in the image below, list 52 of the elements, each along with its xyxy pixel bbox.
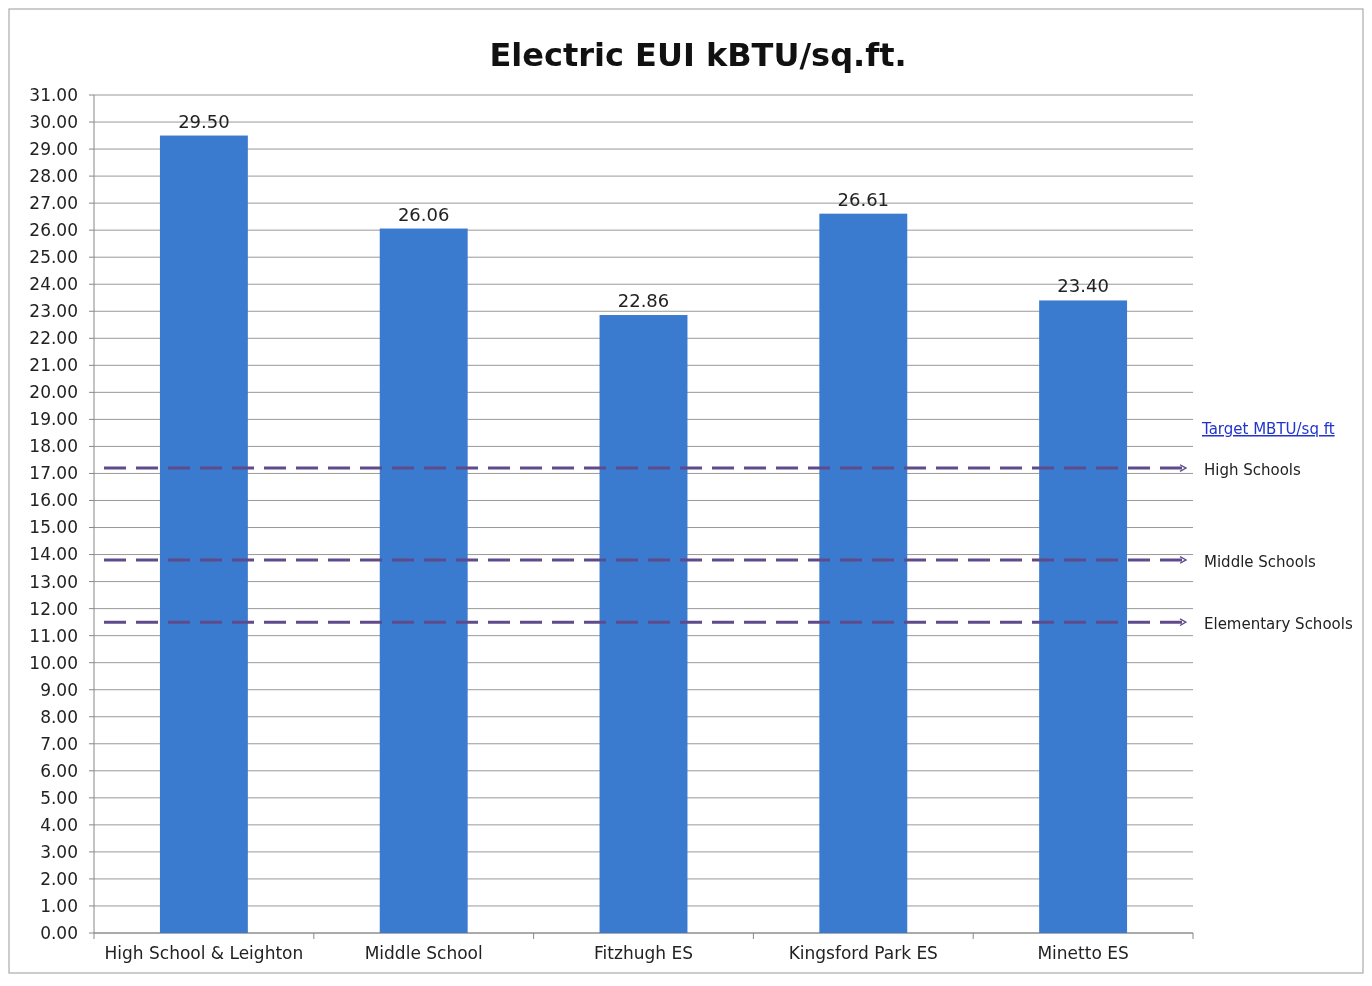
y-tick-label: 11.00 [29,625,78,646]
bar [819,213,908,933]
y-tick-label: 10.00 [29,652,78,673]
y-tick-label: 29.00 [29,139,78,160]
ref-line-label: Middle Schools [1204,552,1317,571]
y-tick-label: 26.00 [29,220,78,241]
y-tick-label: 19.00 [29,409,78,430]
y-tick-label: 7.00 [40,733,78,754]
y-tick-label: 17.00 [29,463,78,484]
y-tick-label: 0.00 [40,922,78,943]
x-tick-label: Minetto ES [1037,943,1129,963]
y-tick-label: 5.00 [40,787,78,808]
x-tick-label: Kingsford Park ES [788,943,938,963]
x-tick-label: Fitzhugh ES [594,943,693,963]
y-tick-label: 1.00 [40,895,78,916]
data-label: 23.40 [1057,275,1109,297]
y-tick-label: 25.00 [29,247,78,268]
y-tick-label: 21.00 [29,355,78,376]
y-tick-label: 18.00 [29,436,78,457]
y-tick-label: 27.00 [29,193,78,214]
y-tick-label: 12.00 [29,598,78,619]
y-tick-label: 31.00 [29,84,78,105]
y-tick-label: 28.00 [29,166,78,187]
bar [599,315,688,933]
data-label: 29.50 [178,110,230,132]
bar [159,135,248,933]
text: Target MBTU/sq ft [1201,420,1335,438]
ref-line-label: High Schools [1204,461,1302,480]
data-label: 22.86 [617,290,670,312]
y-tick-label: 14.00 [29,544,78,565]
y-tick-label: 23.00 [29,301,78,322]
x-tick-label: Middle School [364,943,483,963]
ref-line-label: Elementary Schools [1204,615,1353,634]
y-tick-label: 20.00 [29,382,78,403]
y-tick-label: 9.00 [40,679,78,700]
y-tick-label: 22.00 [29,328,78,349]
y-tick-label: 24.00 [29,274,78,295]
y-tick-label: 16.00 [29,490,78,511]
x-tick-label: High School & Leighton [104,943,304,963]
y-tick-label: 30.00 [29,111,78,132]
data-label: 26.06 [397,203,450,225]
y-tick-label: 8.00 [40,706,78,727]
y-tick-label: 15.00 [29,517,78,538]
y-tick-label: 3.00 [40,841,78,862]
y-tick-label: 6.00 [40,760,78,781]
y-tick-label: 4.00 [40,814,78,835]
bar [379,228,468,933]
y-tick-label: 2.00 [40,868,78,889]
y-tick-label: 13.00 [29,571,78,592]
chart-title: Electric EUI kBTU/sq.ft. [489,36,907,74]
bar [1039,300,1128,933]
data-label: 26.61 [837,188,890,210]
